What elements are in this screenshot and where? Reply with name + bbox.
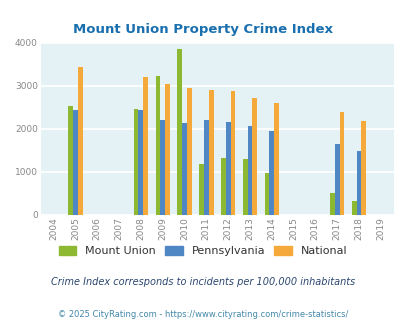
Bar <box>73 110 78 214</box>
Bar <box>230 91 235 214</box>
Bar <box>339 113 343 214</box>
Bar <box>182 123 186 214</box>
Bar <box>351 201 356 214</box>
Bar <box>329 193 334 215</box>
Bar <box>68 106 73 214</box>
Legend: Mount Union, Pennsylvania, National: Mount Union, Pennsylvania, National <box>54 242 351 261</box>
Text: Mount Union Property Crime Index: Mount Union Property Crime Index <box>73 23 332 36</box>
Bar <box>220 158 225 215</box>
Bar <box>356 150 360 214</box>
Bar <box>264 173 269 214</box>
Bar <box>165 84 169 214</box>
Bar <box>242 159 247 214</box>
Bar <box>203 120 208 214</box>
Bar <box>208 90 213 214</box>
Bar <box>198 164 203 214</box>
Bar <box>269 131 273 214</box>
Bar <box>133 109 138 214</box>
Bar <box>225 122 230 214</box>
Bar <box>186 88 191 214</box>
Bar <box>177 49 182 214</box>
Bar <box>247 126 252 214</box>
Text: Crime Index corresponds to incidents per 100,000 inhabitants: Crime Index corresponds to incidents per… <box>51 278 354 287</box>
Bar <box>252 98 256 214</box>
Bar <box>155 76 160 215</box>
Bar <box>143 77 148 214</box>
Text: © 2025 CityRating.com - https://www.cityrating.com/crime-statistics/: © 2025 CityRating.com - https://www.city… <box>58 310 347 319</box>
Bar <box>78 67 83 214</box>
Bar <box>138 110 143 214</box>
Bar <box>360 120 365 214</box>
Bar <box>273 103 278 214</box>
Bar <box>160 120 165 214</box>
Bar <box>334 144 339 214</box>
